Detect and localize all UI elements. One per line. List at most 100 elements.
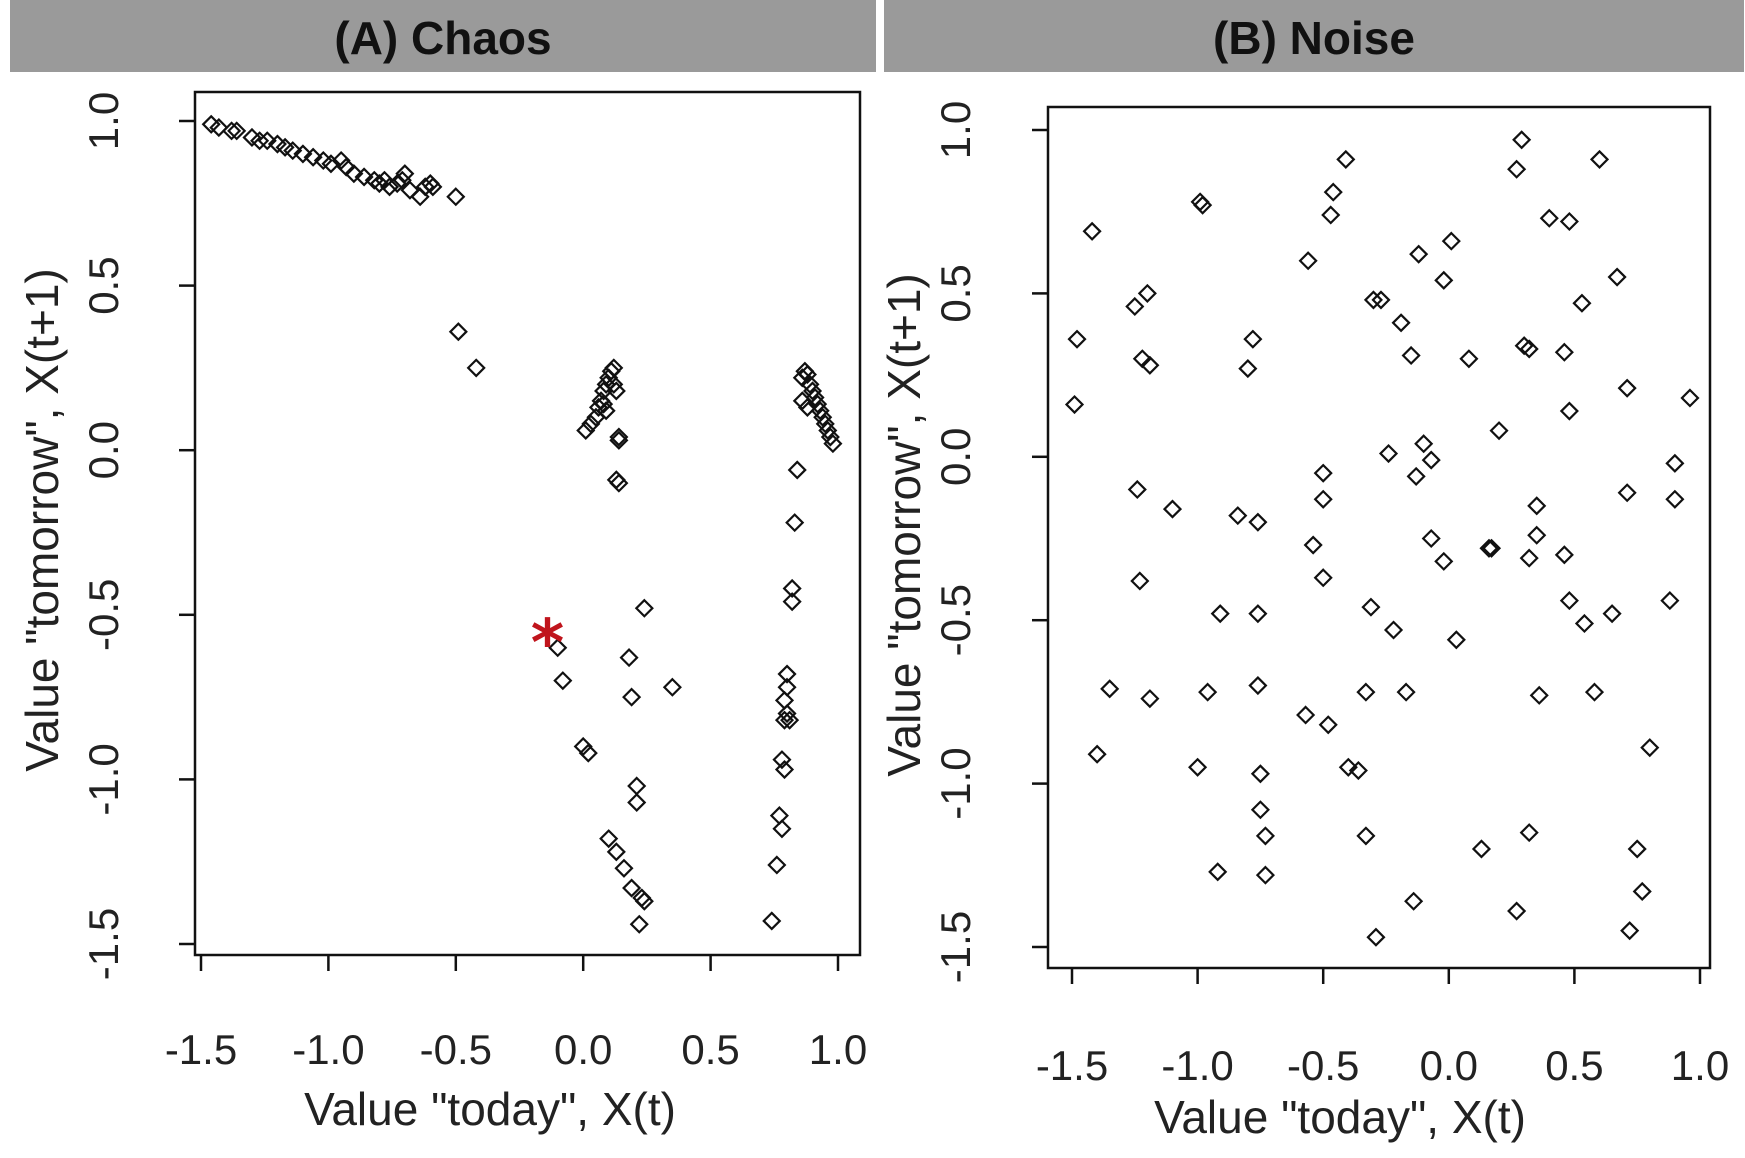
panel-b-data-point (1507, 901, 1527, 921)
panel-b-data-point (1434, 551, 1454, 571)
panel-a-ytick-label: 0.0 (80, 421, 127, 479)
panel-a-data-point (609, 430, 629, 450)
panel-b-data-point (1559, 401, 1579, 421)
panel-a-data-point (627, 776, 647, 796)
panel-b-data-point (1640, 738, 1660, 758)
panel-b-data-point (1527, 496, 1547, 516)
panel-b-data-point (1130, 571, 1150, 591)
panel-b-xtick-label: -1.5 (1036, 1042, 1108, 1089)
panel-a-xtick-label: 0.0 (554, 1026, 612, 1073)
panel-a-highlight-star: * (531, 607, 564, 681)
panel-b-data-point (1471, 839, 1492, 859)
panel-a-data-point (774, 710, 795, 730)
panel-b-data-point (1193, 195, 1213, 215)
panel-a-xtick-label: -0.5 (420, 1026, 492, 1073)
panel-b-data-point (1396, 682, 1416, 702)
panel-a-data-point (606, 470, 626, 490)
panel-b-data-point (1519, 548, 1539, 568)
panel-b-data-point (1137, 283, 1157, 303)
panel-a-data-point (777, 704, 797, 724)
panel-a-data-point (800, 374, 820, 394)
panel-a-data-point (423, 177, 443, 197)
panel-a-data-point (609, 427, 629, 447)
panel-b-data-point (1321, 205, 1341, 225)
panel-a-data-point (820, 427, 840, 447)
panel-b-data-point (1378, 443, 1399, 464)
panel-b-data-point (1514, 336, 1534, 356)
panel-a-data-point (815, 414, 835, 434)
panel-a-xtick-label: -1.5 (165, 1026, 237, 1073)
panel-a-data-point (609, 473, 629, 493)
panel-b-data-point (1140, 689, 1160, 709)
panel-b-data-point (1318, 715, 1338, 735)
panel-b-ytick-label: -1.5 (932, 911, 979, 983)
panel-a-data-point (415, 177, 435, 197)
panel-b-data-point (1391, 313, 1411, 333)
panel-b-data-point (1198, 682, 1218, 702)
panel-b-data-point (1660, 591, 1680, 611)
panel-b-ytick-label: 0.5 (932, 264, 979, 322)
panel-b-data-point (1363, 290, 1383, 310)
panel-b-data-point (1421, 528, 1441, 549)
panel-b-data-point (1414, 434, 1434, 454)
panel-a-xtick-label: 0.5 (681, 1026, 739, 1073)
panel-b-data-point (1082, 221, 1102, 241)
panel-a-data-point (581, 414, 601, 434)
panel-b-data-point (1554, 342, 1574, 362)
panel-a-data-point (622, 878, 642, 898)
panel-a-data-point (400, 180, 420, 200)
panel-a-data-point (777, 664, 797, 684)
panel-a-data-point (321, 154, 341, 174)
panel-b-data-point (1665, 489, 1685, 509)
panel-b-data-point (1313, 568, 1333, 588)
panel-b-data-point (1127, 479, 1147, 500)
panel-b-xtick-label: -1.0 (1161, 1042, 1233, 1089)
panel-a-x-axis-title: Value "today", X(t) (304, 1083, 676, 1135)
panel-b-data-point (1188, 757, 1208, 777)
panel-b-data-point (1620, 921, 1640, 941)
panel-b-data-point (1348, 760, 1368, 781)
panel-a-data-point (446, 187, 466, 207)
panel-a-data-point (344, 164, 364, 184)
panel-a-data-point (662, 677, 682, 697)
panel-b-data-point (1665, 453, 1685, 473)
panel-a-data-point (767, 855, 787, 875)
panel-b-data-point (1243, 329, 1263, 349)
panel-a-data-point (594, 394, 614, 414)
panel-a-data-point (275, 137, 295, 157)
panel-a-data-point (622, 687, 642, 707)
panel-a-data-point (627, 792, 647, 812)
panel-b-data-point (1441, 231, 1461, 251)
panel-a-plot: -1.5 -1.0 -0.5 0.0 0.5 1.0 -1.5 -1.0 -0.5 0.0 0.5 1… (16, 90, 867, 1135)
panel-a-data-point (802, 381, 823, 401)
panel-b-ytick-label: 1.0 (932, 101, 979, 159)
panel-a-data-point (222, 121, 242, 141)
panel-b-xtick-label: 1.0 (1671, 1042, 1729, 1089)
panel-b-data-point (1554, 545, 1574, 565)
panel-b-data-point (1527, 525, 1547, 545)
panel-a-data-point (782, 592, 802, 612)
panel-b-data-point (1371, 290, 1391, 310)
panel-b-data-point (1459, 349, 1479, 369)
panel-b-ytick-label: 0.0 (932, 428, 979, 486)
panel-a-ytick-label: -1.5 (80, 908, 127, 980)
panel-b-data-point (1519, 339, 1539, 359)
panel-b-ytick-label: -0.5 (932, 584, 979, 656)
panel-a-data-point (379, 177, 400, 197)
panel-b-xtick-label: 0.5 (1545, 1042, 1603, 1089)
panel-a-data-point (772, 750, 792, 770)
panel-a-data-point (596, 401, 616, 421)
panel-a-data-point (293, 144, 313, 164)
panel-b-data-point (1208, 862, 1228, 882)
panel-b-data-point (1366, 927, 1386, 947)
panel-b-data-point (1627, 839, 1647, 859)
panel-b-data-point (1617, 378, 1637, 398)
panel-b-data-point (1446, 630, 1466, 650)
panel-b-data-point (1361, 597, 1381, 617)
panel-b-data-point (1680, 388, 1700, 408)
panel-b-data-point (1067, 329, 1087, 349)
panel-a-data-point (797, 364, 817, 385)
panel-b-data-point (1404, 891, 1424, 911)
panel-a-data-point (283, 141, 303, 161)
panel-b-data-point (1313, 463, 1333, 483)
